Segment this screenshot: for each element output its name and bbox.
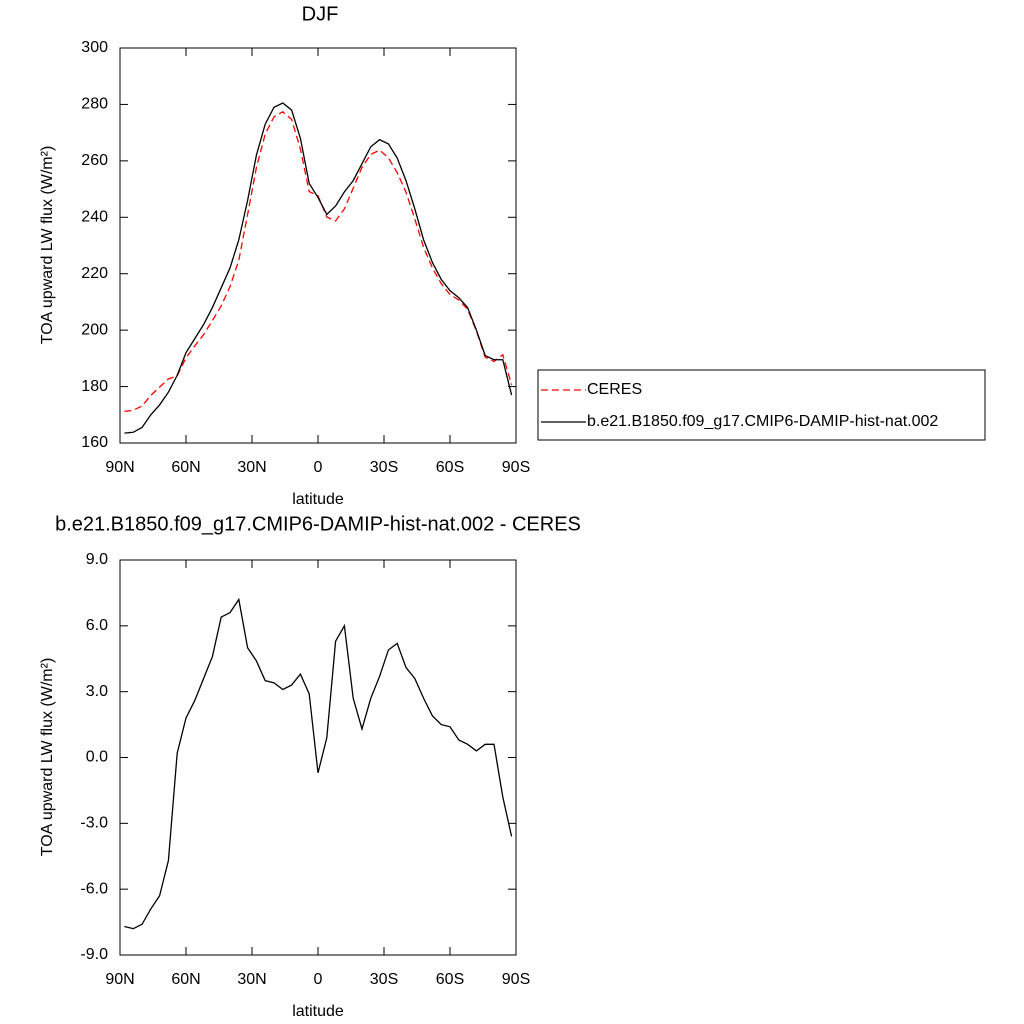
y-tick-label: 6.0 <box>86 617 108 634</box>
chart-title: DJF <box>302 3 339 25</box>
legend-label: b.e21.B1850.f09_g17.CMIP6-DAMIP-hist-nat… <box>587 413 938 430</box>
y-tick-label: -9.0 <box>80 946 108 963</box>
data-line <box>124 597 513 930</box>
y-tick-label: 9.0 <box>86 551 108 568</box>
x-tick-label: 30S <box>370 459 398 476</box>
y-tick-label: 300 <box>81 39 108 56</box>
x-tick-label: 60S <box>436 971 464 988</box>
y-tick-label: -6.0 <box>80 880 108 897</box>
plot-frame <box>119 559 517 956</box>
legend-box <box>537 369 986 441</box>
y-tick-label: 280 <box>81 96 108 113</box>
plot-frame <box>119 47 517 444</box>
y-axis-label: TOA upward LW flux (W/m²) <box>39 658 56 857</box>
x-tick-label: 90N <box>105 971 134 988</box>
y-tick-label: 3.0 <box>86 683 108 700</box>
y-tick-label: -3.0 <box>80 815 108 832</box>
x-axis-label: latitude <box>292 491 344 508</box>
x-tick-label: 30N <box>237 971 266 988</box>
x-tick-label: 0 <box>314 459 323 476</box>
x-tick-label: 30S <box>370 971 398 988</box>
y-tick-label: 260 <box>81 152 108 169</box>
data-line <box>124 110 513 413</box>
y-axis-label: TOA upward LW flux (W/m²) <box>39 146 56 345</box>
x-tick-label: 90N <box>105 459 134 476</box>
x-tick-label: 30N <box>237 459 266 476</box>
chart-title: b.e21.B1850.f09_g17.CMIP6-DAMIP-hist-nat… <box>55 513 581 535</box>
y-tick-label: 220 <box>81 265 108 282</box>
y-tick-label: 160 <box>81 434 108 451</box>
x-tick-label: 90S <box>502 459 530 476</box>
x-tick-label: 60S <box>436 459 464 476</box>
data-line <box>124 102 513 434</box>
x-tick-label: 0 <box>314 971 323 988</box>
y-tick-label: 0.0 <box>86 749 108 766</box>
x-axis-label: latitude <box>292 1003 344 1020</box>
x-tick-label: 90S <box>502 971 530 988</box>
x-tick-label: 60N <box>171 459 200 476</box>
y-tick-label: 180 <box>81 378 108 395</box>
x-tick-label: 60N <box>171 971 200 988</box>
y-tick-label: 240 <box>81 209 108 226</box>
legend-label: CERES <box>587 381 642 398</box>
y-tick-label: 200 <box>81 321 108 338</box>
